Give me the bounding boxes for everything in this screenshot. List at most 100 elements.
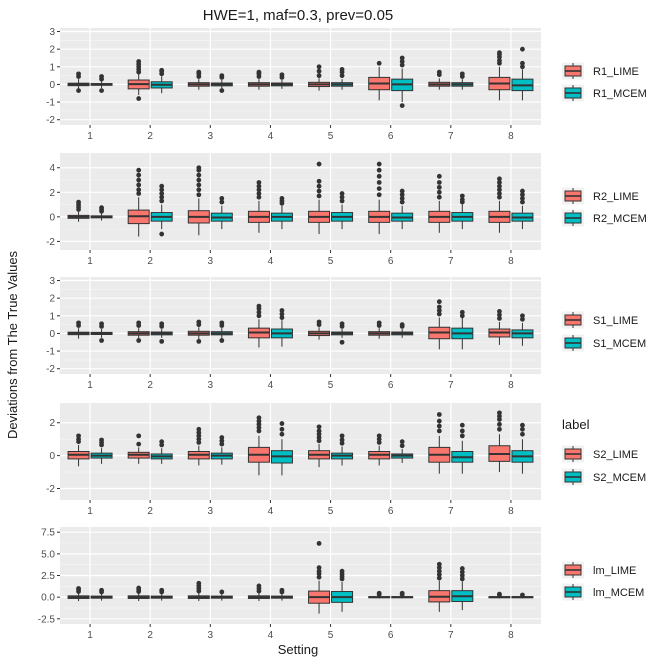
y-tick-label: 2 <box>49 45 55 56</box>
x-tick-label: 6 <box>388 630 394 641</box>
outlier-point <box>339 440 345 446</box>
box-mcem-setting-1 <box>90 437 113 464</box>
outlier-point <box>316 161 322 167</box>
outlier-point <box>256 415 262 421</box>
box-mcem-setting-3 <box>210 589 233 601</box>
outlier-point <box>256 187 262 193</box>
x-tick-label: 5 <box>328 256 334 267</box>
outlier-point <box>159 187 165 193</box>
outlier-point <box>436 173 442 179</box>
outlier-point <box>76 320 81 326</box>
x-tick-label: 3 <box>208 256 214 267</box>
legend-label: S2_MCEM <box>593 472 646 484</box>
panel-4: -2 0 2 1 2 3 4 5 6 7 8 <box>46 403 541 517</box>
x-tick-label: 1 <box>87 506 93 517</box>
outlier-point <box>520 46 525 52</box>
outlier-point <box>497 426 502 432</box>
outlier-point <box>497 308 502 314</box>
outlier-point <box>256 583 262 589</box>
legend-item-lm_lime: lm_LIME <box>562 561 636 579</box>
outlier-point <box>399 103 405 108</box>
box-lime-setting-8 <box>488 308 511 345</box>
panels-group: -2 -1 0 1 2 3 1 2 3 4 5 6 7 8 R1_LIME R1_MCEM -2 0 2 4 1 2 3 4 5… <box>38 27 647 641</box>
outlier-point <box>76 436 81 442</box>
y-tick-label: -2 <box>46 364 55 375</box>
outlier-point <box>376 192 382 198</box>
outlier-point <box>436 304 442 310</box>
box-mcem-setting-5 <box>331 568 354 612</box>
outlier-point <box>196 430 202 435</box>
outlier-point <box>316 183 322 189</box>
x-tick-label: 8 <box>508 256 514 267</box>
x-tick-label: 5 <box>328 131 334 142</box>
outlier-point <box>436 180 442 185</box>
outlier-point <box>497 194 502 200</box>
box-mcem-setting-7 <box>451 566 474 611</box>
outlier-point <box>196 440 202 445</box>
outlier-point <box>520 313 525 319</box>
outlier-point <box>256 421 262 427</box>
outlier-point <box>520 316 525 322</box>
outlier-point <box>316 188 322 194</box>
legend-label: S1_MCEM <box>593 338 646 350</box>
y-tick-label: 0 <box>49 451 55 462</box>
outlier-point <box>256 303 262 309</box>
outlier-point <box>436 69 442 75</box>
legend-item-lm_mcem: lm_MCEM <box>562 583 644 601</box>
outlier-point <box>459 428 465 434</box>
box-mcem-setting-5 <box>331 433 354 466</box>
y-tick-label: -2 <box>46 484 55 495</box>
outlier-point <box>316 431 322 437</box>
outlier-point <box>399 192 405 198</box>
panel-2: -2 0 2 4 1 2 3 4 5 6 7 8 <box>46 153 541 267</box>
outlier-point <box>279 315 285 320</box>
outlier-point <box>459 193 465 199</box>
outlier-point <box>256 428 262 434</box>
box-lime-setting-3 <box>187 165 210 236</box>
x-tick-label: 2 <box>147 506 153 517</box>
box-lime-setting-6 <box>368 60 391 101</box>
box-mcem-setting-7 <box>451 71 474 90</box>
outlier-point <box>436 568 442 574</box>
outlier-point <box>520 64 525 70</box>
outlier-point <box>316 568 322 574</box>
x-tick-label: 5 <box>328 630 334 641</box>
outlier-point <box>399 443 405 449</box>
box-mcem-setting-7 <box>451 309 474 350</box>
outlier-point <box>256 309 262 315</box>
outlier-point <box>520 422 525 428</box>
box-mcem-setting-3 <box>210 435 233 465</box>
legend-label: R2_MCEM <box>593 213 647 225</box>
outlier-point <box>136 441 142 447</box>
legend-label: R1_LIME <box>593 66 639 78</box>
outlier-point <box>76 586 81 591</box>
box-lime-setting-5 <box>308 64 331 91</box>
outlier-point <box>219 589 225 595</box>
legend-item-r1_lime: R1_LIME <box>562 62 639 80</box>
outlier-point <box>520 192 525 198</box>
y-tick-label: -2 <box>46 237 55 248</box>
x-tick-label: 5 <box>328 506 334 517</box>
outlier-point <box>76 433 81 439</box>
outlier-point <box>159 198 165 204</box>
outlier-point <box>279 421 285 426</box>
outlier-point <box>136 585 142 591</box>
x-tick-label: 6 <box>388 256 394 267</box>
y-tick-label: 2 <box>49 188 55 199</box>
box-mcem-setting-1 <box>90 321 113 343</box>
box-lime-setting-4 <box>247 415 270 476</box>
outlier-point <box>497 312 502 318</box>
box-lime-setting-6 <box>368 320 391 339</box>
outlier-point <box>376 433 382 439</box>
panel-5: -2.5 0.0 2.5 5.0 7.5 1 2 3 4 5 6 7 8 <box>38 527 541 641</box>
x-tick-label: 7 <box>448 630 454 641</box>
outlier-point <box>196 165 202 171</box>
x-tick-label: 3 <box>208 630 214 641</box>
box-mcem-setting-6 <box>391 322 414 338</box>
outlier-point <box>256 183 262 189</box>
y-tick-label: -2.5 <box>38 614 56 625</box>
x-tick-label: 2 <box>147 380 153 391</box>
legend-item-s1_lime: S1_LIME <box>562 311 638 329</box>
outlier-point <box>159 587 165 593</box>
